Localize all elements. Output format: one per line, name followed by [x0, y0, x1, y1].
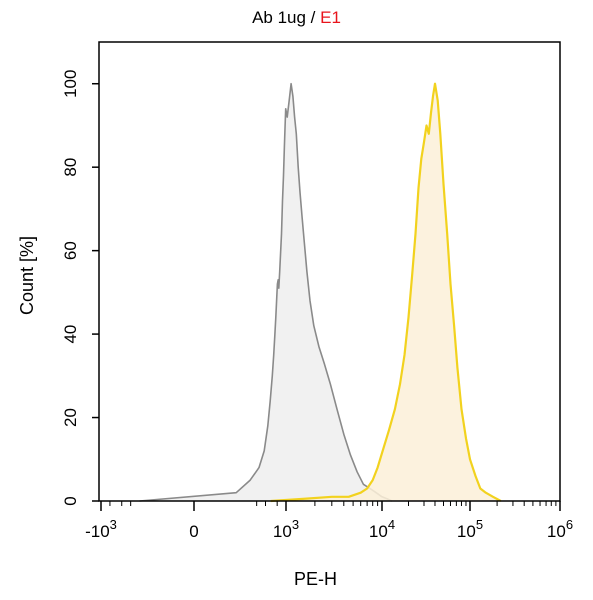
plot-frame [98, 41, 561, 502]
chart-title-part2: E1 [320, 8, 341, 27]
x-axis-label: PE-H [294, 569, 337, 589]
series-fill-1 [139, 83, 392, 501]
x-tick-label-4: 105 [457, 517, 483, 541]
y-tick-label-60: 60 [61, 241, 80, 260]
y-tick-label-40: 40 [61, 325, 80, 344]
series-layer [139, 82, 502, 503]
x-tick-label-1: 0 [189, 522, 198, 541]
y-tick-label-80: 80 [61, 158, 80, 177]
x-tick-label-0: -103 [85, 517, 117, 541]
x-tick-label-2: 103 [273, 517, 299, 541]
y-tick-label-100: 100 [61, 70, 80, 98]
y-axis-label: Count [%] [17, 236, 37, 315]
series-line-1 [139, 82, 393, 502]
series-line-2 [270, 82, 502, 503]
chart-title: Ab 1ug / E1 [0, 8, 593, 28]
x-tick-label-5: 106 [547, 517, 573, 541]
y-tick-label-0: 0 [61, 496, 80, 505]
axes-layer: 0 20 40 60 80 100 -103 0 103 104 105 106 [61, 70, 573, 541]
chart-title-part1: Ab 1ug / [252, 8, 321, 27]
x-tick-label-3: 104 [369, 517, 395, 541]
y-tick-label-20: 20 [61, 408, 80, 427]
